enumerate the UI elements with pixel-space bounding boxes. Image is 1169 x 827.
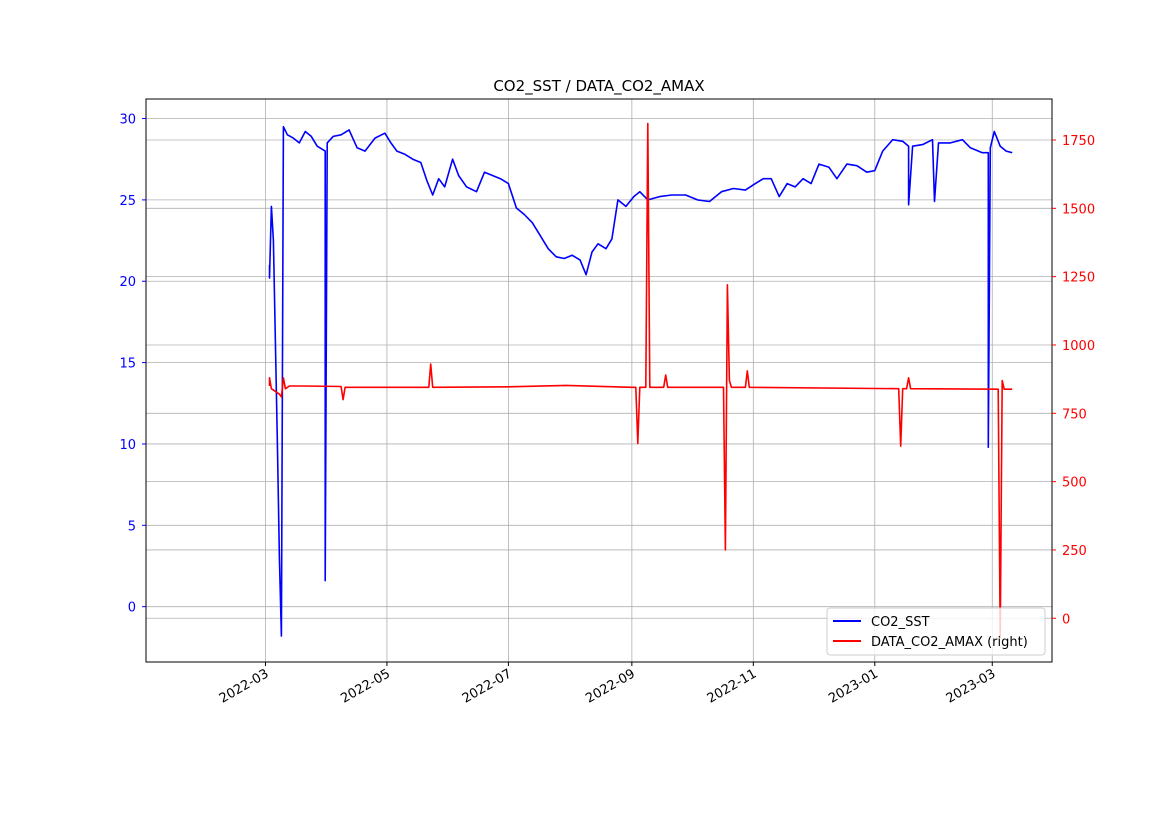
x-tick-label: 2023-01 xyxy=(826,666,881,706)
x-tick-label: 2023-03 xyxy=(944,666,999,706)
legend: CO2_SST DATA_CO2_AMAX (right) xyxy=(826,607,1046,656)
y-left-tick-label: 0 xyxy=(128,601,136,616)
y-right-tick-label: 0 xyxy=(1062,612,1070,627)
legend-box xyxy=(826,607,1046,656)
x-tick-label: 2022-05 xyxy=(338,666,393,706)
y-right-tick-label: 1250 xyxy=(1062,271,1095,286)
x-tick-label: 2022-09 xyxy=(583,666,638,706)
x-tick-label: 2022-03 xyxy=(217,666,272,706)
y-right-tick-label: 1750 xyxy=(1062,134,1095,149)
y-left-tick-label: 10 xyxy=(119,438,136,453)
y-right-tick-label: 500 xyxy=(1062,476,1087,491)
y-left-tick-label: 30 xyxy=(119,113,136,128)
grid xyxy=(146,99,1052,662)
series-line-co2-sst xyxy=(268,125,1013,637)
legend-label-data-co2-amax: DATA_CO2_AMAX (right) xyxy=(871,635,1028,650)
x-tick-label: 2022-07 xyxy=(460,666,515,706)
y-right-tick-label: 250 xyxy=(1062,544,1087,559)
y-right-tick-label: 1500 xyxy=(1062,202,1095,217)
chart-title: CO2_SST / DATA_CO2_AMAX xyxy=(493,77,704,96)
x-tick-label: 2022-11 xyxy=(705,666,760,706)
y-left-tick-label: 15 xyxy=(119,357,136,372)
y-left-tick-label: 20 xyxy=(119,275,136,290)
legend-label-co2-sst: CO2_SST xyxy=(871,615,930,630)
y-left-tick-label: 25 xyxy=(119,194,136,209)
y-left-tick-label: 5 xyxy=(128,519,136,534)
plot-frame xyxy=(145,98,1053,663)
series-layer xyxy=(268,122,1013,639)
y-right-tick-label: 1000 xyxy=(1062,339,1095,354)
y-right-tick-label: 750 xyxy=(1062,407,1087,422)
series-line-data-co2-amax xyxy=(268,122,1013,639)
